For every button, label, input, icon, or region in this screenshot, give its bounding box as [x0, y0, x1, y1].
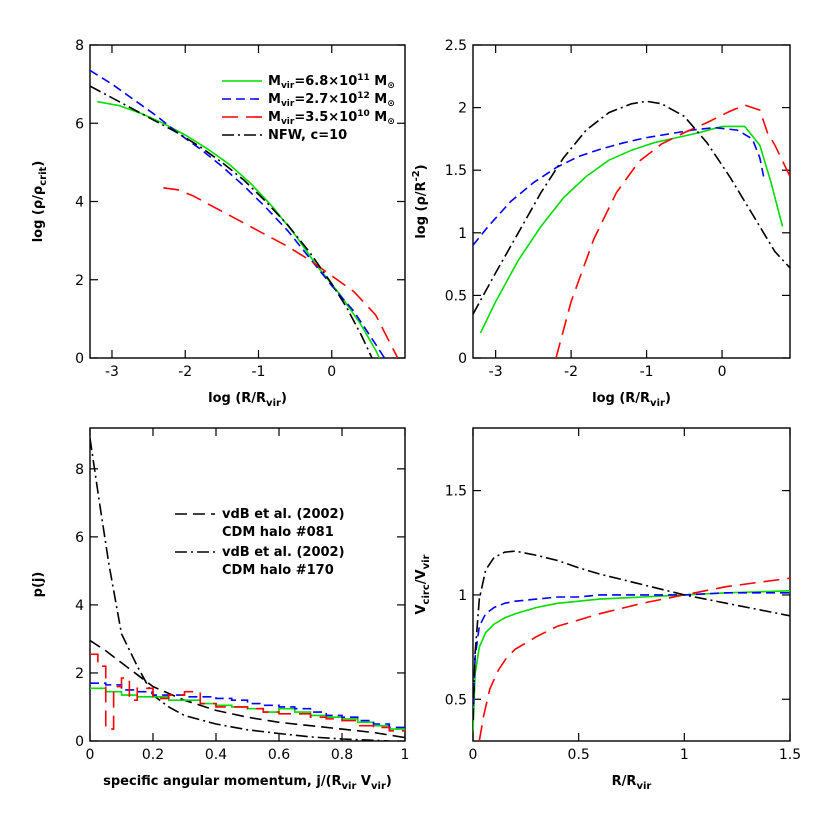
y-tick-label: 1.5: [445, 163, 467, 179]
legend-label: Mvir=2.7×1012 M⊙: [268, 91, 395, 109]
y-axis-label: log (ρ/R-2): [411, 164, 429, 238]
x-axis-label: R/Rvir: [612, 774, 652, 792]
x-tick-label: 0: [718, 364, 727, 380]
legend-label: vdB et al. (2002): [222, 507, 345, 522]
legend-label: NFW, c=10: [268, 128, 347, 143]
x-tick-label: 0: [327, 364, 336, 380]
series-line-red: [163, 187, 399, 358]
series-line-red: [478, 577, 790, 741]
panel-bottom-right: 0 0.5 1 1.5 0.5 1 1.5 R/Rvir Vcirc/Vvir: [414, 427, 801, 792]
series-line-red-hist: [90, 653, 405, 732]
series-line-blue: [90, 69, 386, 358]
x-axis-label: log (R/Rvir): [592, 391, 671, 409]
legend-label: CDM halo #170: [222, 563, 334, 578]
series-group: [473, 100, 790, 358]
x-tick-label: 1.5: [779, 747, 801, 763]
x-axis-label: log (R/Rvir): [208, 391, 287, 409]
x-tick-label: 1: [401, 747, 410, 763]
x-tick-label: -2: [178, 364, 192, 380]
y-tick-label: 6: [75, 116, 84, 132]
y-axis-label: log (ρ/ρcrit): [31, 161, 49, 243]
series-line-blue: [473, 592, 790, 721]
y-tick-label: 0.5: [445, 692, 467, 708]
y-tick-label: 2: [458, 101, 467, 117]
x-tick-label: 0: [86, 747, 95, 763]
series-group: [473, 550, 790, 741]
series-line-green: [473, 590, 790, 731]
x-tick-label: -1: [252, 364, 266, 380]
x-tick-label: 0.5: [568, 747, 590, 763]
series-line-black: [473, 100, 790, 315]
panel-top-left: -3 -2 -1 0 0 2 4 6 8 log (R/Rvir) log (ρ/ρcrit) Mvi…: [31, 38, 406, 409]
y-tick-label: 8: [75, 462, 84, 478]
y-tick-label: 4: [75, 598, 84, 614]
series-line-red: [555, 104, 790, 358]
x-tick-label: 0.6: [268, 747, 290, 763]
x-tick-label: -2: [564, 364, 578, 380]
y-axis-label: p(j): [31, 572, 46, 598]
y-tick-label: 4: [75, 195, 84, 211]
x-tick-label: 1: [680, 747, 689, 763]
plot-frame: [472, 44, 791, 359]
y-tick-label: 1.5: [445, 484, 467, 500]
legend-label: Mvir=3.5×1010 M⊙: [268, 109, 395, 127]
y-tick-label: 1: [458, 226, 467, 242]
y-tick-label: 6: [75, 530, 84, 546]
plot-frame: [89, 427, 406, 742]
series-line-green: [479, 125, 784, 334]
y-tick-label: 8: [75, 38, 84, 54]
legend-label: CDM halo #081: [222, 525, 334, 540]
y-tick-label: 2: [75, 666, 84, 682]
series-line-blue: [473, 126, 765, 246]
series-line-black: [90, 85, 373, 358]
series-line-blue-hist: [90, 682, 405, 729]
series-line-black: [473, 550, 790, 721]
x-tick-label: -3: [489, 364, 503, 380]
x-tick-label: 0.4: [205, 747, 227, 763]
y-tick-label: 0: [75, 351, 84, 367]
y-tick-label: 0: [75, 734, 84, 750]
y-tick-label: 2.5: [445, 38, 467, 54]
series-group: [90, 69, 399, 358]
x-tick-label: 0: [469, 747, 478, 763]
y-axis-label: Vcirc/Vvir: [414, 554, 432, 614]
y-tick-label: 0.5: [445, 288, 467, 304]
x-tick-label: 0.8: [331, 747, 353, 763]
x-tick-label: -1: [640, 364, 654, 380]
x-tick-label: 0.2: [142, 747, 164, 763]
y-tick-label: 0: [458, 351, 467, 367]
y-tick-label: 2: [75, 273, 84, 289]
series-line-halo-081: [90, 639, 405, 739]
series-line-green-hist: [90, 687, 405, 730]
panel-bottom-left: 0 0.2 0.4 0.6 0.8 1 0 2 4 6 8 specific angular mome…: [31, 427, 410, 792]
legend-label: vdB et al. (2002): [222, 545, 345, 560]
x-tick-label: -3: [105, 364, 119, 380]
y-tick-label: 1: [458, 588, 467, 604]
plot-frame: [472, 427, 791, 742]
legend-label: Mvir=6.8×1011 M⊙: [268, 73, 395, 91]
x-axis-label: specific angular momentum, j/(Rvir Vvir): [103, 774, 392, 792]
panel-top-right: -3 -2 -1 0 0 0.5 1 1.5 2 2.5 log (R/Rvir) log (ρ/R-…: [411, 38, 791, 409]
series-group: [90, 438, 405, 741]
